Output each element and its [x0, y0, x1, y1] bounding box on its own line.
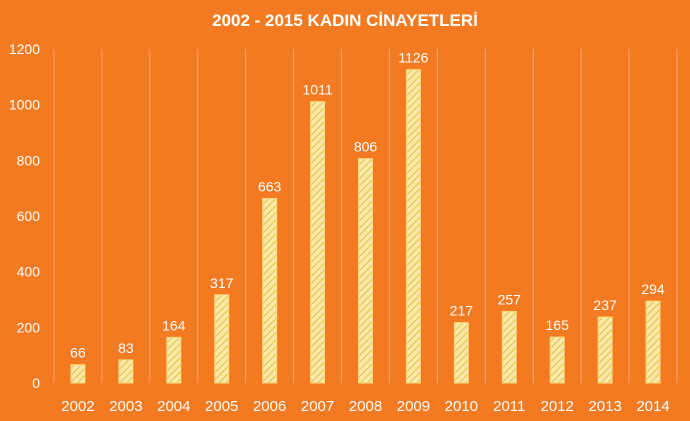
bar: [166, 336, 182, 384]
data-label: 257: [498, 291, 522, 307]
bar: [214, 294, 230, 384]
x-tick-label: 2012: [541, 398, 574, 415]
y-tick-label: 600: [17, 208, 41, 224]
x-tick-label: 2003: [109, 398, 142, 415]
x-tick-label: 2008: [349, 398, 382, 415]
bars: [70, 69, 661, 384]
bar: [405, 69, 421, 384]
y-tick-label: 0: [32, 375, 40, 391]
gridlines: [53, 49, 678, 383]
y-tick-label: 200: [17, 319, 41, 335]
x-tick-label: 2004: [157, 398, 190, 415]
chart-title: 2002 - 2015 KADIN CİNAYETLERİ: [212, 11, 478, 30]
bar: [549, 336, 565, 384]
bar: [70, 364, 86, 384]
bar: [118, 359, 134, 384]
data-label: 83: [118, 340, 134, 356]
x-tick-label: 2009: [397, 398, 430, 415]
y-tick-label: 1000: [9, 97, 40, 113]
data-label: 294: [641, 281, 665, 297]
x-tick-label: 2014: [636, 398, 669, 415]
y-axis-ticks: 0 200 400 600 800 1000 1200: [9, 41, 40, 391]
bar: [501, 310, 517, 384]
data-label: 1011: [303, 82, 333, 98]
data-label: 663: [258, 178, 282, 194]
x-tick-label: 2013: [588, 398, 621, 415]
x-axis-ticks: 2002 2003 2004 2005 2006 2007 2008 2009 2010 2011…: [61, 398, 669, 415]
y-tick-label: 800: [17, 152, 41, 168]
data-label: 164: [162, 317, 186, 333]
bar: [597, 316, 613, 384]
x-tick-label: 2011: [493, 398, 525, 415]
data-label: 66: [70, 345, 86, 361]
bar: [310, 101, 326, 384]
x-tick-label: 2005: [205, 398, 238, 415]
y-tick-label: 400: [17, 264, 41, 280]
data-label: 217: [450, 303, 474, 319]
bar: [453, 322, 469, 384]
data-label: 1126: [398, 50, 428, 66]
x-tick-label: 2007: [301, 398, 334, 415]
x-tick-label: 2010: [445, 398, 478, 415]
x-tick-label: 2002: [61, 398, 94, 415]
x-tick-label: 2006: [253, 398, 286, 415]
data-label: 237: [593, 297, 617, 313]
y-tick-label: 1200: [9, 41, 40, 57]
bar: [645, 300, 661, 384]
bar: [262, 197, 278, 384]
data-label: 806: [354, 139, 378, 155]
data-label: 317: [210, 275, 234, 291]
data-label: 165: [546, 317, 570, 333]
bar: [358, 158, 373, 384]
data-labels: 66 83 164 317 663 1011 806 1126 217 257 165 237 294: [70, 50, 665, 361]
